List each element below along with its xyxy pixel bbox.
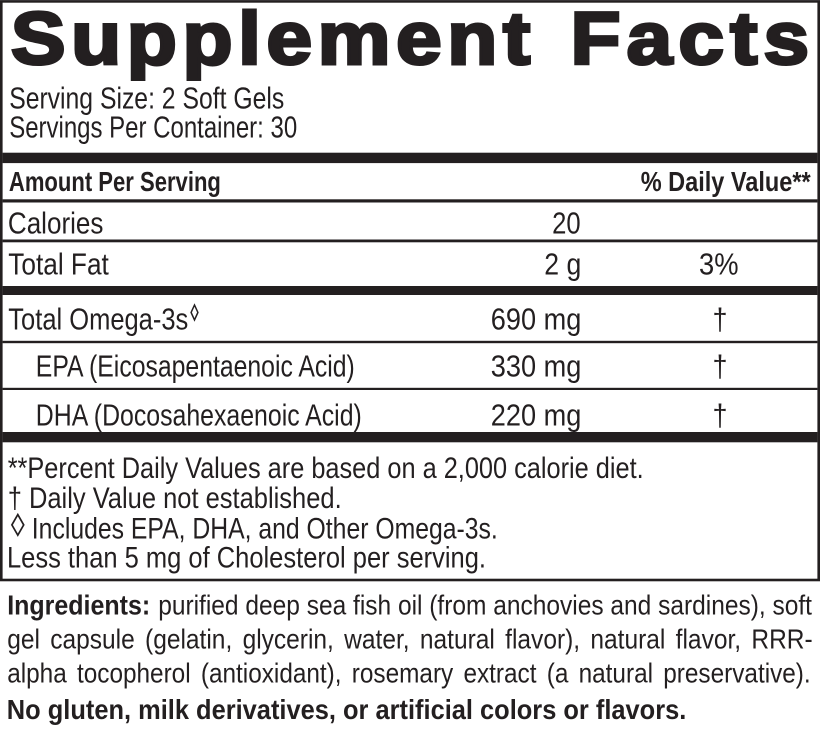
svg-text:Ingredients:: Ingredients: xyxy=(7,589,150,620)
svg-text:690 mg: 690 mg xyxy=(491,303,582,337)
svg-text:330 mg: 330 mg xyxy=(491,350,582,384)
svg-text:2 g: 2 g xyxy=(544,247,581,281)
svg-text:Calories: Calories xyxy=(8,207,104,241)
svg-text:Includes EPA, DHA, and Other O: Includes EPA, DHA, and Other Omega-3s. xyxy=(32,513,498,546)
svg-text:Serving Size: 2 Soft Gels: Serving Size: 2 Soft Gels xyxy=(9,81,284,115)
svg-text:20: 20 xyxy=(552,207,581,241)
svg-text:% Daily Value**: % Daily Value** xyxy=(641,166,811,197)
svg-text:Total Fat: Total Fat xyxy=(8,247,109,281)
svg-text:220 mg: 220 mg xyxy=(491,398,582,432)
svg-text:† Daily Value not established.: † Daily Value not established. xyxy=(8,482,342,515)
svg-text:†: † xyxy=(713,398,728,432)
svg-text:DHA (Docosahexaenoic Acid): DHA (Docosahexaenoic Acid) xyxy=(36,398,362,432)
svg-text:EPA (Eicosapentaenoic Acid): EPA (Eicosapentaenoic Acid) xyxy=(36,350,355,384)
svg-text:No gluten, milk derivatives, o: No gluten, milk derivatives, or artifici… xyxy=(7,694,687,725)
svg-text:†: † xyxy=(713,303,728,337)
svg-text:purified deep sea fish oil (fr: purified deep sea fish oil (from anchovi… xyxy=(158,589,812,620)
svg-text:Supplement: Supplement xyxy=(11,0,536,80)
svg-text:3%: 3% xyxy=(699,247,739,281)
svg-text:Less than 5 mg of Cholesterol: Less than 5 mg of Cholesterol per servin… xyxy=(7,541,486,574)
svg-text:Servings Per Container: 30: Servings Per Container: 30 xyxy=(9,110,297,144)
svg-text:alpha tocopherol (antioxidant): alpha tocopherol (antioxidant), rosemary… xyxy=(7,657,811,688)
svg-text:**Percent Daily Values are bas: **Percent Daily Values are based on a 2,… xyxy=(8,452,644,485)
svg-text:Total Omega-3s: Total Omega-3s xyxy=(8,303,188,337)
svg-text:gel capsule (gelatin, glycerin: gel capsule (gelatin, glycerin, water, n… xyxy=(7,623,813,654)
svg-text:Facts: Facts xyxy=(570,0,815,80)
svg-text:Amount Per Serving: Amount Per Serving xyxy=(9,166,221,197)
svg-text:†: † xyxy=(713,350,728,384)
